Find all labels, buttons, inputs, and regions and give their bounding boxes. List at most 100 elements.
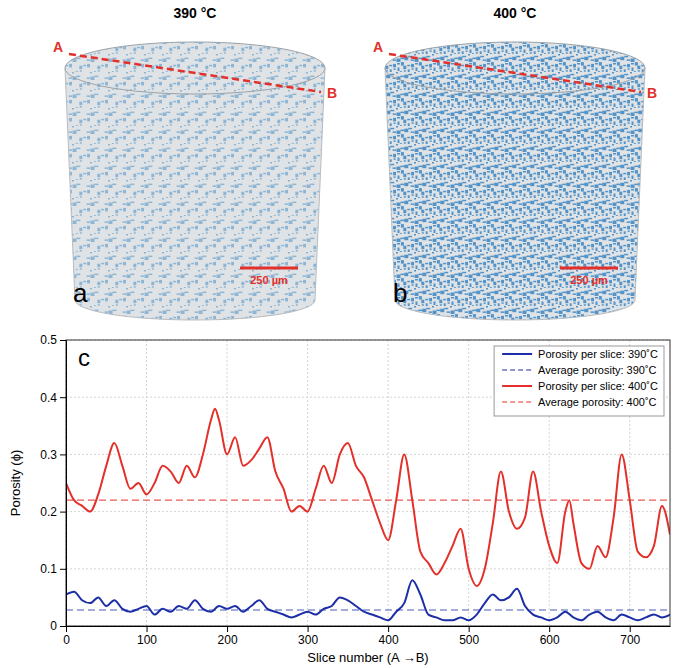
y-tick-label: 0.3 <box>40 448 57 462</box>
grid-line-y <box>66 454 670 455</box>
legend-item: Average porosity: 390˚C <box>502 364 656 376</box>
section-start: A <box>53 39 63 55</box>
grid-line-x <box>388 340 389 626</box>
lines <box>66 409 670 621</box>
legend-key <box>502 385 532 387</box>
y-tick: 0.5 <box>40 333 66 347</box>
legend-key <box>502 353 532 355</box>
grid-line-x <box>146 340 147 626</box>
render-panel: 400 °C A Bb 250 µm <box>373 5 657 320</box>
x-tick-mark <box>147 626 148 632</box>
section-end: B <box>327 85 337 101</box>
y-tick-label: 0.5 <box>40 333 57 347</box>
x-axis-line <box>67 626 671 627</box>
legend: Porosity per slice: 390˚C Average porosit… <box>494 346 664 416</box>
y-tick-mark <box>60 397 66 398</box>
section-line <box>389 54 641 92</box>
cylinder-top <box>385 42 645 94</box>
legend-box <box>494 346 664 416</box>
panel-letter-group: c <box>76 344 92 371</box>
grid-line-x <box>468 340 469 626</box>
y-tick-mark <box>60 626 66 627</box>
y-tick-label: 0.1 <box>40 562 57 576</box>
grid-line-x <box>227 340 228 626</box>
x-tick-label: 200 <box>218 633 238 647</box>
x-tick-label: 300 <box>298 633 318 647</box>
y-tick: 0.3 <box>40 448 66 462</box>
panel-letter: b <box>393 278 407 308</box>
cylinder-top <box>65 42 325 94</box>
x-tick-label: 0 <box>63 633 70 647</box>
y-tick: 0.1 <box>40 562 66 576</box>
legend-label: Average porosity: 400˚C <box>538 396 656 408</box>
y-tick-label: 0.2 <box>40 505 57 519</box>
y-tick: 0.4 <box>40 391 66 405</box>
x-tick: 700 <box>620 626 640 647</box>
scale-bar-label: 250 µm <box>250 274 288 286</box>
section-start: A <box>373 39 383 55</box>
chart: 0 100 200 300 400 500 600 700 0 0.1 0.2 0.3 0.4 0.5 Sl… <box>8 333 671 665</box>
y-axis-title: Porosity (ϕ) <box>8 450 23 517</box>
x-tick-mark <box>469 626 470 632</box>
panel-letter: c <box>78 344 90 371</box>
panel-letter-bg <box>76 344 92 371</box>
x-tick-mark <box>66 626 67 632</box>
x-tick: 100 <box>137 626 157 647</box>
y-tick-mark <box>60 454 66 455</box>
y-axis-line <box>66 341 67 627</box>
cylinder-side <box>65 68 325 320</box>
x-tick: 0 <box>63 626 70 647</box>
series-line <box>66 609 670 610</box>
scale-bar <box>560 267 618 270</box>
y-tick-mark <box>60 340 66 341</box>
render-title: 400 °C <box>494 5 537 21</box>
legend-key <box>502 369 532 370</box>
y-tick: 0 <box>50 619 66 633</box>
plot-frame <box>66 340 670 626</box>
x-tick: 200 <box>218 626 238 647</box>
y-tick-label: 0 <box>50 619 57 633</box>
x-tick: 500 <box>459 626 479 647</box>
x-tick: 600 <box>540 626 560 647</box>
x-tick-label: 600 <box>540 633 560 647</box>
y-tick: 0.2 <box>40 505 66 519</box>
legend-item: Porosity per slice: 390˚C <box>502 348 658 360</box>
x-tick-mark <box>630 626 631 632</box>
legend-label: Porosity per slice: 400˚C <box>538 380 658 392</box>
x-tick-label: 700 <box>620 633 640 647</box>
render-title: 390 °C <box>174 5 217 21</box>
legend-item: Average porosity: 400˚C <box>502 396 656 408</box>
cylinder-side <box>385 68 645 320</box>
legend-label: Porosity per slice: 390˚C <box>538 348 658 360</box>
x-tick-mark <box>549 626 550 632</box>
x-axis-title: Slice number (A →B) <box>307 650 428 665</box>
x-tick-label: 500 <box>459 633 479 647</box>
x-tick-label: 400 <box>379 633 399 647</box>
x-tick-mark <box>227 626 228 632</box>
grid <box>66 340 670 626</box>
x-tick: 300 <box>298 626 318 647</box>
y-tick-mark <box>60 512 66 513</box>
panel-letter: a <box>73 278 88 308</box>
legend-item: Porosity per slice: 400˚C <box>502 380 658 392</box>
section-end: B <box>647 85 657 101</box>
legend-key <box>502 401 532 402</box>
grid-line-x <box>307 340 308 626</box>
figure: 390 °C A Ba 250 µm 400 °C A Bb 250 µm 0 100 200 300… <box>0 0 681 668</box>
x-tick-mark <box>308 626 309 632</box>
section-line <box>69 54 321 92</box>
series-line <box>66 500 670 501</box>
x-axis: 0 100 200 300 400 500 600 700 <box>63 626 670 647</box>
scale-bar <box>240 267 298 270</box>
grid-line-y <box>66 568 670 569</box>
y-axis: 0 0.1 0.2 0.3 0.4 0.5 <box>40 333 66 633</box>
series-line <box>66 580 670 620</box>
plot-background <box>66 340 670 626</box>
y-tick-label: 0.4 <box>40 391 57 405</box>
legend-label: Average porosity: 390˚C <box>538 364 656 376</box>
y-tick-mark <box>60 569 66 570</box>
x-tick-mark <box>388 626 389 632</box>
render-panel: 390 °C A Ba 250 µm <box>53 5 337 320</box>
scale-bar-label: 250 µm <box>570 274 608 286</box>
grid-line-y <box>66 511 670 512</box>
